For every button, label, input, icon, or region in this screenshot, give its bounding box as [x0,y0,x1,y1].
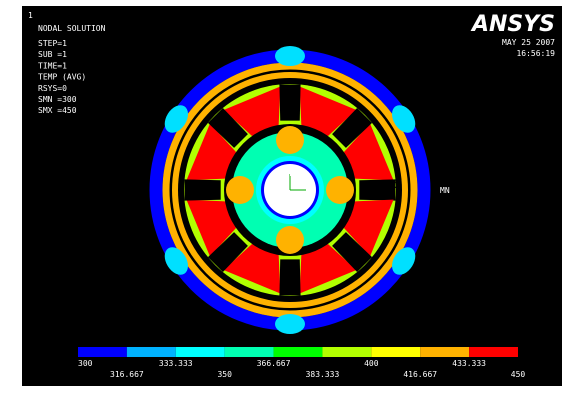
slot [359,179,396,201]
legend-swatch [78,347,127,357]
cooling-bump [392,105,416,133]
stator-pole [299,86,357,137]
legend-label: 316.667 [110,370,144,379]
x-axis-label: X [308,186,313,195]
legend-label: 300 [78,359,93,368]
info-line: SMN =300 [38,95,77,104]
cooling-bump [275,46,305,66]
legend-label: 350 [217,370,232,379]
stator-pole [343,199,394,257]
legend-label: 333.333 [159,359,193,368]
legend-swatch [273,347,323,357]
stator-pole [223,86,281,137]
slot [207,107,248,148]
info-line: RSYS=0 [38,84,67,93]
slot [207,232,248,273]
date: MAY 25 2007 [502,38,555,47]
stator-pole [299,243,357,294]
legend-swatch [322,347,372,357]
legend-swatch [175,347,225,357]
legend-swatch [420,347,470,357]
stator-pole [343,123,394,181]
info-line: TIME=1 [38,61,67,70]
legend-label: 400 [364,359,379,368]
info-line: STEP=1 [38,39,67,48]
legend-label: 450 [511,370,526,379]
slot [184,179,221,201]
stator-pole [186,123,237,181]
legend-label: 416.667 [403,370,437,379]
info-line: SMX =450 [38,106,77,115]
logo: ANSYS [470,12,555,37]
info-line: SUB =1 [38,50,67,59]
model [149,46,431,334]
rotor-pole [276,126,304,154]
slot [279,84,301,121]
legend-swatch [469,347,518,357]
legend-label: 383.333 [306,370,340,379]
slot [332,107,373,148]
min-marker: MN [440,186,450,195]
legend-swatch [126,347,176,357]
cooling-bump [164,247,188,275]
time: 16:56:19 [516,49,555,58]
legend-swatch [224,347,274,357]
legend-swatch [371,347,421,357]
info-line: TEMP (AVG) [38,73,86,82]
rotor-pole [226,176,254,204]
y-axis-label: Y [288,169,293,178]
window-number: 1 [28,11,33,20]
legend: 300 316.667 333.333 350 366.667 383.333 400 416… [78,347,525,379]
rotor-pole [326,176,354,204]
stator-pole [223,243,281,294]
slot [332,232,373,273]
slot [279,259,301,296]
cooling-bump [164,105,188,133]
legend-label: 366.667 [257,359,291,368]
result-title: NODAL SOLUTION [38,24,106,33]
rotor-pole [276,226,304,254]
info-block: STEP=1 SUB =1 TIME=1 TEMP (AVG) RSYS=0 SMN =3… [38,39,86,115]
cooling-bump [392,247,416,275]
legend-label: 433.333 [452,359,486,368]
stator-pole [186,199,237,257]
cooling-bump [275,314,305,334]
max-marker: MX [390,181,400,190]
